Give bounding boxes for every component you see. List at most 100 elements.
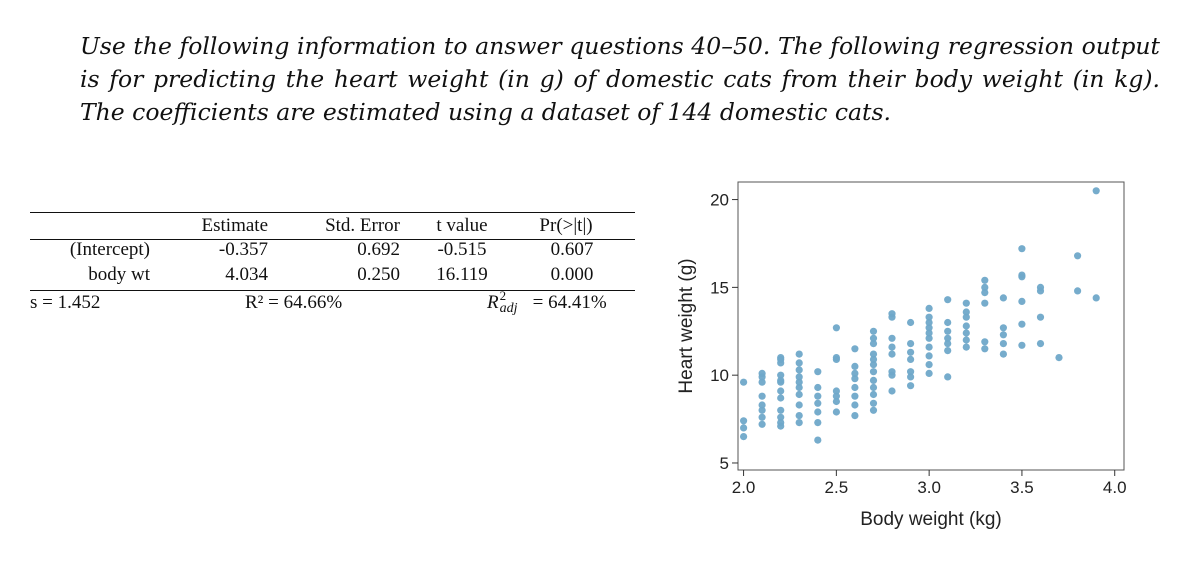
- data-point: [814, 368, 822, 376]
- summary-rule: [30, 290, 635, 291]
- data-point: [814, 399, 822, 407]
- data-point: [777, 419, 785, 427]
- data-point: [740, 433, 748, 441]
- cell-body-wt-std-error: 0.250: [357, 264, 400, 285]
- data-point: [795, 419, 803, 427]
- data-point: [832, 392, 840, 400]
- data-point: [962, 299, 970, 307]
- summary-s: s = 1.452: [30, 292, 101, 313]
- data-point: [758, 406, 766, 414]
- data-point: [851, 345, 859, 353]
- data-point: [777, 387, 785, 395]
- data-point: [925, 369, 933, 377]
- data-point: [795, 383, 803, 392]
- data-point: [777, 413, 785, 421]
- data-point: [999, 324, 1007, 332]
- data-point: [944, 327, 952, 335]
- cell-intercept-std-error: 0.692: [357, 239, 400, 260]
- data-point: [907, 382, 915, 390]
- data-point: [981, 289, 989, 297]
- data-point: [851, 362, 859, 370]
- data-point: [1018, 341, 1026, 349]
- cell-intercept-p-value: 0.607: [550, 239, 594, 260]
- y-tick-label: 10: [710, 366, 729, 385]
- data-point: [981, 276, 989, 284]
- r2adj-symbol: R: [487, 292, 499, 313]
- y-tick-label: 20: [710, 191, 729, 210]
- data-point: [981, 338, 989, 346]
- data-point: [907, 318, 915, 327]
- cell-intercept-estimate: -0.357: [218, 239, 268, 260]
- data-point: [999, 331, 1007, 339]
- row-label-body-wt: body wt: [88, 264, 150, 285]
- r2adj-superscript: 2: [499, 288, 507, 303]
- data-point: [1074, 252, 1082, 260]
- data-point: [981, 283, 989, 291]
- x-tick-label: 3.0: [917, 478, 941, 497]
- data-point: [832, 397, 840, 406]
- data-point: [814, 436, 822, 444]
- data-points: [740, 187, 1100, 444]
- data-point: [944, 318, 952, 327]
- cell-body-wt-estimate: 4.034: [225, 264, 268, 285]
- data-point: [851, 369, 859, 377]
- data-point: [832, 408, 840, 416]
- data-point: [869, 334, 878, 342]
- table-top-rule: [30, 212, 635, 213]
- data-point: [758, 401, 766, 409]
- data-point: [795, 350, 803, 358]
- data-point: [1018, 320, 1026, 328]
- data-point: [925, 313, 933, 321]
- data-point: [888, 310, 896, 318]
- y-tick-label: 5: [720, 454, 729, 473]
- data-point: [869, 376, 878, 384]
- data-point: [795, 366, 803, 374]
- data-point: [944, 334, 952, 342]
- data-point: [758, 392, 766, 400]
- x-tick-label: 3.5: [1010, 478, 1034, 497]
- data-point: [962, 329, 970, 337]
- data-point: [851, 383, 859, 392]
- header-rule: [30, 239, 635, 240]
- plot-frame: [737, 181, 1125, 471]
- data-point: [869, 350, 878, 358]
- data-point: [888, 334, 896, 342]
- row-label-intercept: (Intercept): [69, 239, 150, 260]
- header-std-error: Std. Error: [325, 215, 400, 236]
- data-point: [832, 324, 840, 332]
- data-point: [777, 354, 785, 362]
- data-point: [758, 413, 766, 421]
- data-point: [907, 368, 915, 376]
- data-point: [795, 401, 803, 409]
- data-point: [925, 334, 933, 342]
- r2adj-subscript: adj: [499, 301, 518, 316]
- data-point: [814, 408, 822, 416]
- data-point: [777, 406, 785, 414]
- y-tick-label: 15: [710, 278, 729, 297]
- data-point: [925, 361, 933, 369]
- data-point: [869, 368, 878, 376]
- x-axis: 2.0 2.5 3.0 3.5 4.0: [732, 470, 1127, 497]
- data-point: [999, 350, 1007, 358]
- data-point: [869, 390, 878, 399]
- data-point: [1036, 283, 1045, 291]
- data-point: [925, 324, 933, 332]
- data-point: [740, 417, 748, 425]
- data-point: [962, 336, 970, 344]
- data-point: [1092, 294, 1100, 302]
- x-tick-label: 2.0: [732, 478, 756, 497]
- data-point: [869, 383, 878, 392]
- data-point: [758, 420, 766, 428]
- data-point: [944, 296, 952, 304]
- data-point: [758, 369, 766, 377]
- data-point: [925, 352, 933, 360]
- data-point: [1018, 297, 1026, 305]
- data-point: [869, 399, 878, 407]
- data-point: [1092, 187, 1100, 195]
- r2adj-value: = 64.41%: [532, 292, 607, 313]
- data-point: [851, 401, 859, 409]
- header-p-value: Pr(>|t|): [539, 215, 593, 236]
- data-point: [869, 327, 878, 335]
- r2adj-scripts: 2 adj: [499, 288, 529, 316]
- data-point: [777, 376, 785, 384]
